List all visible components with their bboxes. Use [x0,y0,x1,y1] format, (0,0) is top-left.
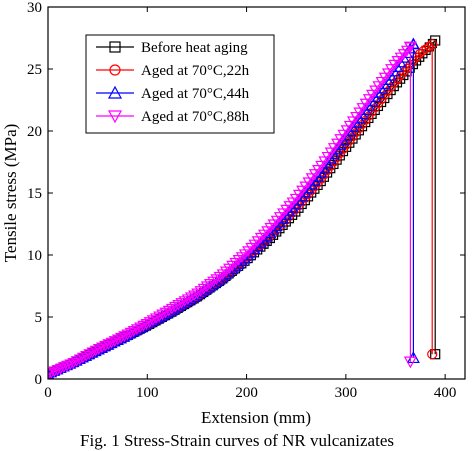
data-point [140,319,153,330]
data-point [64,359,77,371]
data-point [99,340,112,352]
data-point [57,362,70,374]
data-point [80,350,93,362]
data-point [150,313,163,325]
data-point [406,37,420,50]
x-tick-label: 200 [235,385,258,401]
data-point [121,329,134,341]
data-point [76,352,89,364]
legend-marker [107,85,123,99]
legend-item: Aged at 70°C,88h [96,109,250,125]
data-point [162,305,175,317]
data-point [172,300,185,311]
y-tick-label: 15 [27,186,42,202]
data-point [73,354,86,366]
x-axis-title: Extension (mm) [201,408,311,427]
data-point [188,290,201,302]
data-point [48,368,58,379]
data-point [175,298,188,309]
data-point [54,363,67,375]
data-point [111,334,124,346]
y-tick-label: 30 [27,0,42,16]
y-tick-label: 5 [35,310,43,326]
data-point [130,324,143,336]
data-point [127,326,140,337]
data-point [51,365,64,376]
data-point [67,357,80,369]
data-point [48,366,61,378]
data-point [153,311,166,323]
data-point [424,41,434,51]
stress-strain-chart: 0 100 200 300 400 0 5 10 15 20 25 30 Before heat ag… [1,0,466,427]
legend: Before heat aging Aged at 70°C,22h Aged at… [85,34,275,134]
data-point [159,307,172,319]
data-point [184,292,197,304]
data-point [427,39,438,50]
data-point [134,322,147,334]
data-point [169,301,182,313]
x-tick-label: 400 [434,385,457,401]
data-point [92,344,105,355]
data-point [83,349,96,361]
data-point [427,349,438,360]
data-point [95,342,109,354]
data-point [181,294,194,306]
legend-item: Aged at 70°C,22h [96,63,250,79]
data-point [86,347,99,359]
y-tick-label: 20 [27,124,42,140]
legend-label: Before heat aging [141,40,248,56]
legend-label: Aged at 70°C,22h [141,63,250,79]
data-point [403,356,417,369]
data-point [61,360,74,372]
legend-label: Aged at 70°C,44h [141,86,250,102]
data-point [137,320,150,332]
data-point [118,331,131,343]
data-point [89,345,102,357]
y-axis-title: Tensile stress (MPa) [1,124,20,263]
y-tick-label: 10 [27,248,42,264]
x-tick-label: 0 [44,385,52,401]
x-tick-label: 100 [136,385,159,401]
legend-label: Aged at 70°C,88h [141,109,250,125]
data-point [115,332,128,344]
legend-item: Before heat aging [96,40,248,56]
data-point [430,349,441,360]
data-point [108,336,121,347]
figure-caption: Fig. 1 Stress-Strain curves of NR vulcan… [80,431,394,450]
data-point [156,309,169,321]
data-point [48,369,55,379]
legend-marker [109,64,121,76]
y-tick-label: 25 [27,62,42,78]
data-point [105,337,118,349]
legend-marker [109,41,121,53]
data-point [70,356,83,368]
data-point [415,48,425,59]
legend-marker [107,110,123,124]
data-point [124,327,137,339]
data-point [143,317,156,329]
data-point [102,339,115,351]
data-point [403,41,417,54]
data-point [146,315,159,327]
legend-item: Aged at 70°C,44h [96,85,250,102]
y-tick-label: 0 [35,372,43,388]
x-tick-label: 300 [335,385,358,401]
data-point [165,303,178,315]
series-3 [48,41,417,379]
data-point [178,296,191,308]
